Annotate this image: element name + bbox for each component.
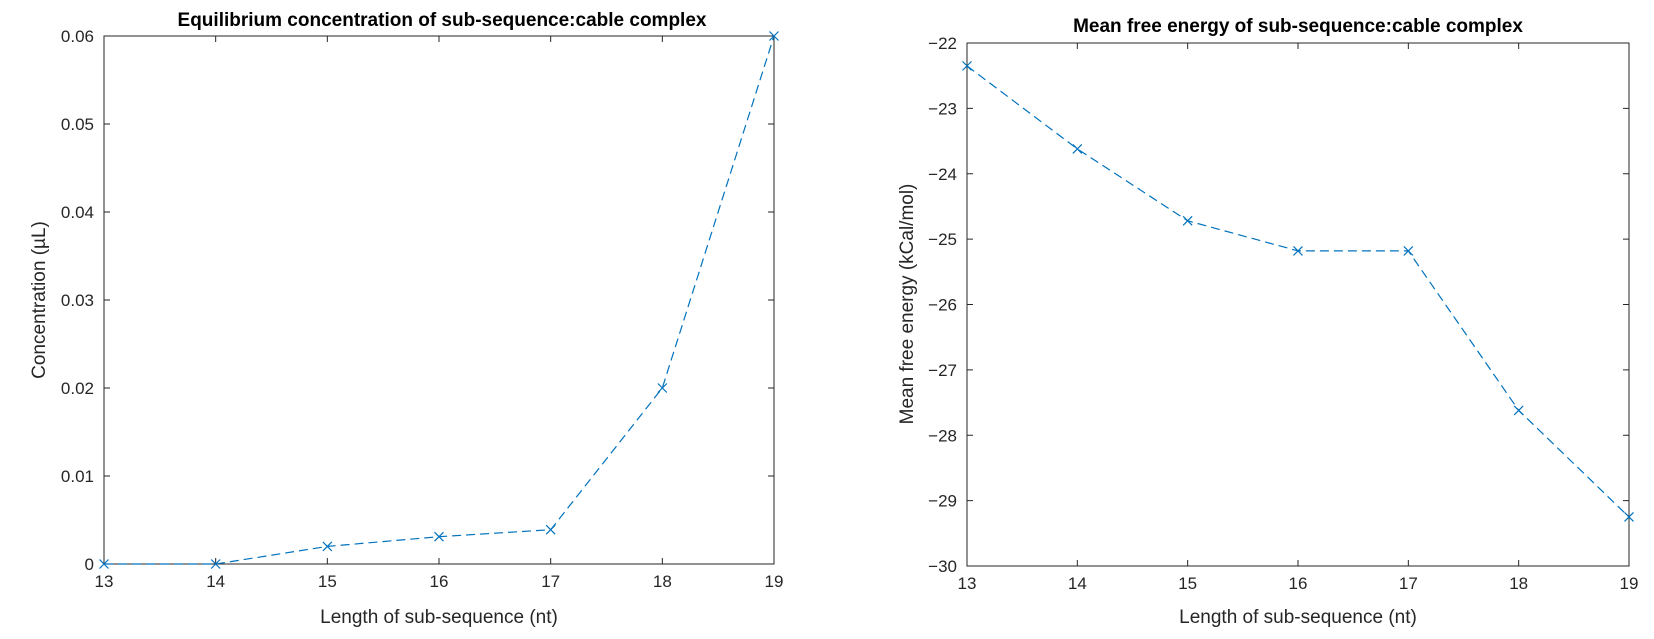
data-point-marker [1293, 245, 1303, 256]
data-point-marker [962, 60, 972, 71]
free-energy-chart: Mean free energy of sub-sequence:cable c… [897, 16, 1638, 628]
y-axis-label: Mean free energy (kCal/mol) [897, 184, 918, 425]
x-tick-label: 19 [765, 572, 784, 591]
x-tick-label: 18 [1509, 574, 1528, 593]
concentration-chart: Equilibrium concentration of sub-sequenc… [29, 10, 783, 628]
y-tick-label: 0 [85, 555, 94, 574]
x-tick-label: 13 [958, 574, 977, 593]
x-axis-label: Length of sub-sequence (nt) [320, 607, 558, 628]
data-point-marker [1072, 143, 1083, 154]
x-tick-label: 19 [1620, 574, 1639, 593]
x-tick-label: 16 [1289, 574, 1308, 593]
x-tick-label: 18 [653, 572, 672, 591]
y-tick-label: −24 [928, 165, 957, 184]
x-tick-label: 14 [206, 572, 225, 591]
x-tick-label: 14 [1068, 574, 1087, 593]
data-point-marker [1182, 215, 1193, 226]
marker-group [962, 60, 1634, 522]
x-tick-label: 15 [318, 572, 337, 591]
tick-group: 13 14 15 16 17 18 19 0 0.01 0.02 0.03 0.04 0.05 0.06 [61, 27, 784, 591]
y-tick-label: 0.06 [61, 27, 94, 46]
plot-box [966, 42, 1630, 567]
y-tick-label: 0.02 [61, 379, 94, 398]
y-tick-label: 0.03 [61, 291, 94, 310]
data-point-marker [434, 531, 444, 542]
data-point-marker [322, 541, 333, 552]
tick-group: 13 14 15 16 17 18 19 −30 −29 −28 −27 −26 −25 −24 −23 −2… [928, 34, 1638, 593]
chart-title: Mean free energy of sub-sequence:cable c… [1073, 16, 1523, 37]
y-tick-label: −28 [928, 426, 957, 445]
y-tick-label: 0.05 [61, 115, 94, 134]
y-tick-label: 0.04 [61, 203, 94, 222]
x-tick-label: 16 [430, 572, 449, 591]
data-point-marker [210, 559, 221, 569]
series-line [104, 35, 775, 565]
data-point-marker [1403, 245, 1414, 256]
y-tick-label: −29 [928, 492, 957, 511]
x-tick-label: 17 [541, 572, 560, 591]
y-tick-label: −30 [928, 557, 957, 576]
marker-group [99, 31, 779, 569]
data-point-marker [769, 31, 779, 41]
y-tick-label: −25 [928, 230, 957, 249]
data-point-marker [657, 383, 668, 393]
x-tick-label: 17 [1399, 574, 1418, 593]
x-tick-label: 15 [1178, 574, 1197, 593]
series-line [966, 65, 1630, 518]
y-tick-label: −26 [928, 296, 957, 315]
data-point-marker [1624, 512, 1634, 522]
y-tick-label: −27 [928, 361, 957, 380]
y-axis-label: Concentration (µL) [29, 221, 50, 379]
x-axis-label: Length of sub-sequence (nt) [1179, 607, 1417, 628]
y-tick-label: −23 [928, 99, 957, 118]
y-tick-label: 0.01 [61, 467, 94, 486]
plot-box [103, 35, 775, 565]
y-tick-label: −22 [928, 34, 957, 53]
data-point-marker [545, 524, 556, 535]
data-point-marker [1513, 405, 1524, 416]
chart-title: Equilibrium concentration of sub-sequenc… [178, 10, 707, 31]
data-point-marker [99, 559, 109, 569]
x-tick-label: 13 [95, 572, 114, 591]
